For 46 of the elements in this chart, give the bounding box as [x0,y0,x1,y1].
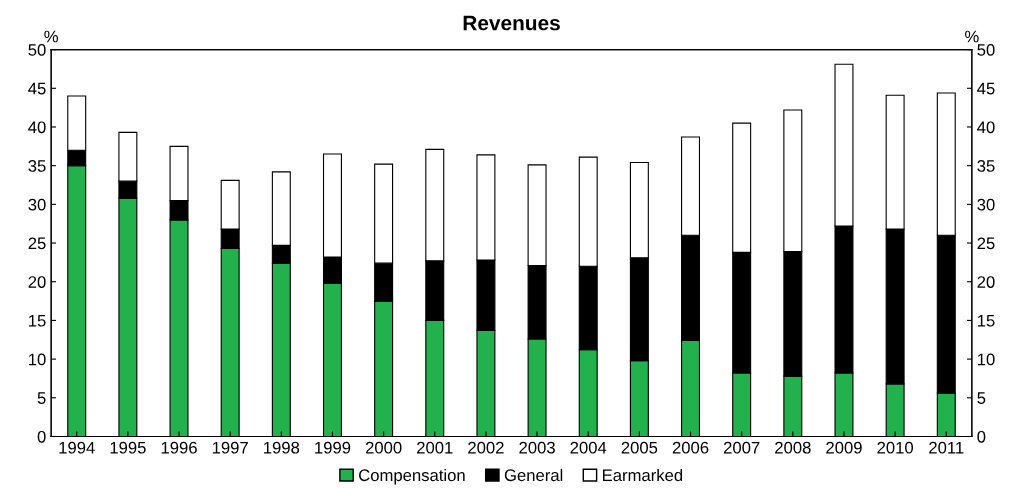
x-tick-label: 1998 [264,441,300,454]
y-tick-label: 50 [28,44,46,56]
y2-tick-label: 45 [977,82,995,95]
x-tick-label: 1995 [110,441,146,454]
legend-label: Earmarked [602,468,683,482]
y-tick-label: 40 [28,121,46,134]
y-tick-label: 5 [37,392,46,404]
y-tick-label: 30 [28,198,46,211]
x-tick-label: 2008 [775,441,811,454]
y2-tick-label: 20 [977,276,995,288]
x-tick-label: 2009 [826,441,862,454]
y2-tick-label: 5 [977,392,986,404]
x-tick-label: 1999 [315,441,351,454]
y2-tick-label: 15 [977,314,995,327]
y-tick-label: 0 [37,430,46,443]
y2-tick-label: 10 [977,353,995,366]
legend-label: General [504,468,563,482]
x-tick-label: 1996 [161,441,197,454]
x-tick-label: 2001 [417,441,453,454]
y2-tick-label: 35 [977,160,995,172]
x-tick-label: 2004 [570,441,607,454]
x-tick-label: 2010 [877,441,914,454]
y2-tick-label: 25 [977,237,995,250]
x-tick-label: 2005 [621,441,658,454]
y-tick-label: 20 [28,276,46,288]
x-tick-label: 2003 [519,441,555,454]
x-tick-label: 2007 [723,441,760,454]
y-tick-label: 25 [28,237,46,250]
y2-tick-label: 50 [977,44,995,56]
y-tick-label: 10 [29,353,46,366]
x-tick-label: 2000 [365,441,402,454]
x-tick-label: 2002 [468,441,504,454]
x-tick-label: 1994 [59,441,95,454]
y-axis-title: % [44,30,58,43]
y2-tick-label: 40 [977,121,995,134]
x-tick-label: 2006 [672,441,709,454]
y2-axis-title: % [965,30,979,43]
y-tick-label: 35 [28,160,46,172]
y-tick-label: 15 [29,314,46,327]
x-tick-label: 1997 [212,441,248,454]
x-tick-label: 2011 [929,441,964,454]
y2-tick-label: 0 [977,430,986,443]
y-tick-label: 45 [28,82,46,95]
y2-tick-label: 30 [977,198,995,211]
legend-label: Compensation [359,468,465,485]
chart-title: Revenues [463,15,560,31]
